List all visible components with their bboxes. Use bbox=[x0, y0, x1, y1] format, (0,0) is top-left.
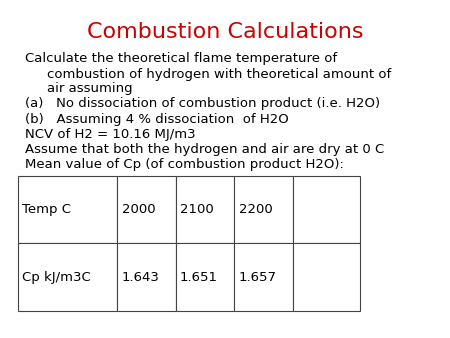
Bar bbox=[117, 243, 176, 311]
Text: Calculate the theoretical flame temperature of: Calculate the theoretical flame temperat… bbox=[25, 52, 337, 65]
Text: air assuming: air assuming bbox=[47, 82, 133, 95]
Text: Cp kJ/m3C: Cp kJ/m3C bbox=[22, 271, 91, 284]
Text: NCV of H2 = 10.16 MJ/m3: NCV of H2 = 10.16 MJ/m3 bbox=[25, 128, 195, 141]
Bar bbox=[117, 176, 176, 243]
Bar bbox=[18, 243, 117, 311]
Text: (a)   No dissociation of combustion product (i.e. H2O): (a) No dissociation of combustion produc… bbox=[25, 97, 380, 110]
Text: 2000: 2000 bbox=[122, 203, 155, 216]
Text: Mean value of Cp (of combustion product H2O):: Mean value of Cp (of combustion product … bbox=[25, 158, 344, 171]
Text: (b)   Assuming 4 % dissociation  of H2O: (b) Assuming 4 % dissociation of H2O bbox=[25, 113, 288, 125]
Text: 1.643: 1.643 bbox=[122, 271, 159, 284]
Text: 2100: 2100 bbox=[180, 203, 214, 216]
Bar bbox=[292, 176, 360, 243]
Text: Temp C: Temp C bbox=[22, 203, 72, 216]
Text: 1.651: 1.651 bbox=[180, 271, 218, 284]
Bar bbox=[176, 176, 234, 243]
Text: Assume that both the hydrogen and air are dry at 0 C: Assume that both the hydrogen and air ar… bbox=[25, 143, 384, 156]
Bar bbox=[18, 176, 117, 243]
Bar bbox=[292, 243, 360, 311]
Text: 2200: 2200 bbox=[238, 203, 272, 216]
Bar bbox=[234, 243, 292, 311]
Bar bbox=[176, 243, 234, 311]
Bar bbox=[234, 176, 292, 243]
Text: combustion of hydrogen with theoretical amount of: combustion of hydrogen with theoretical … bbox=[47, 68, 392, 80]
Text: Combustion Calculations: Combustion Calculations bbox=[87, 22, 363, 42]
Text: 1.657: 1.657 bbox=[238, 271, 276, 284]
